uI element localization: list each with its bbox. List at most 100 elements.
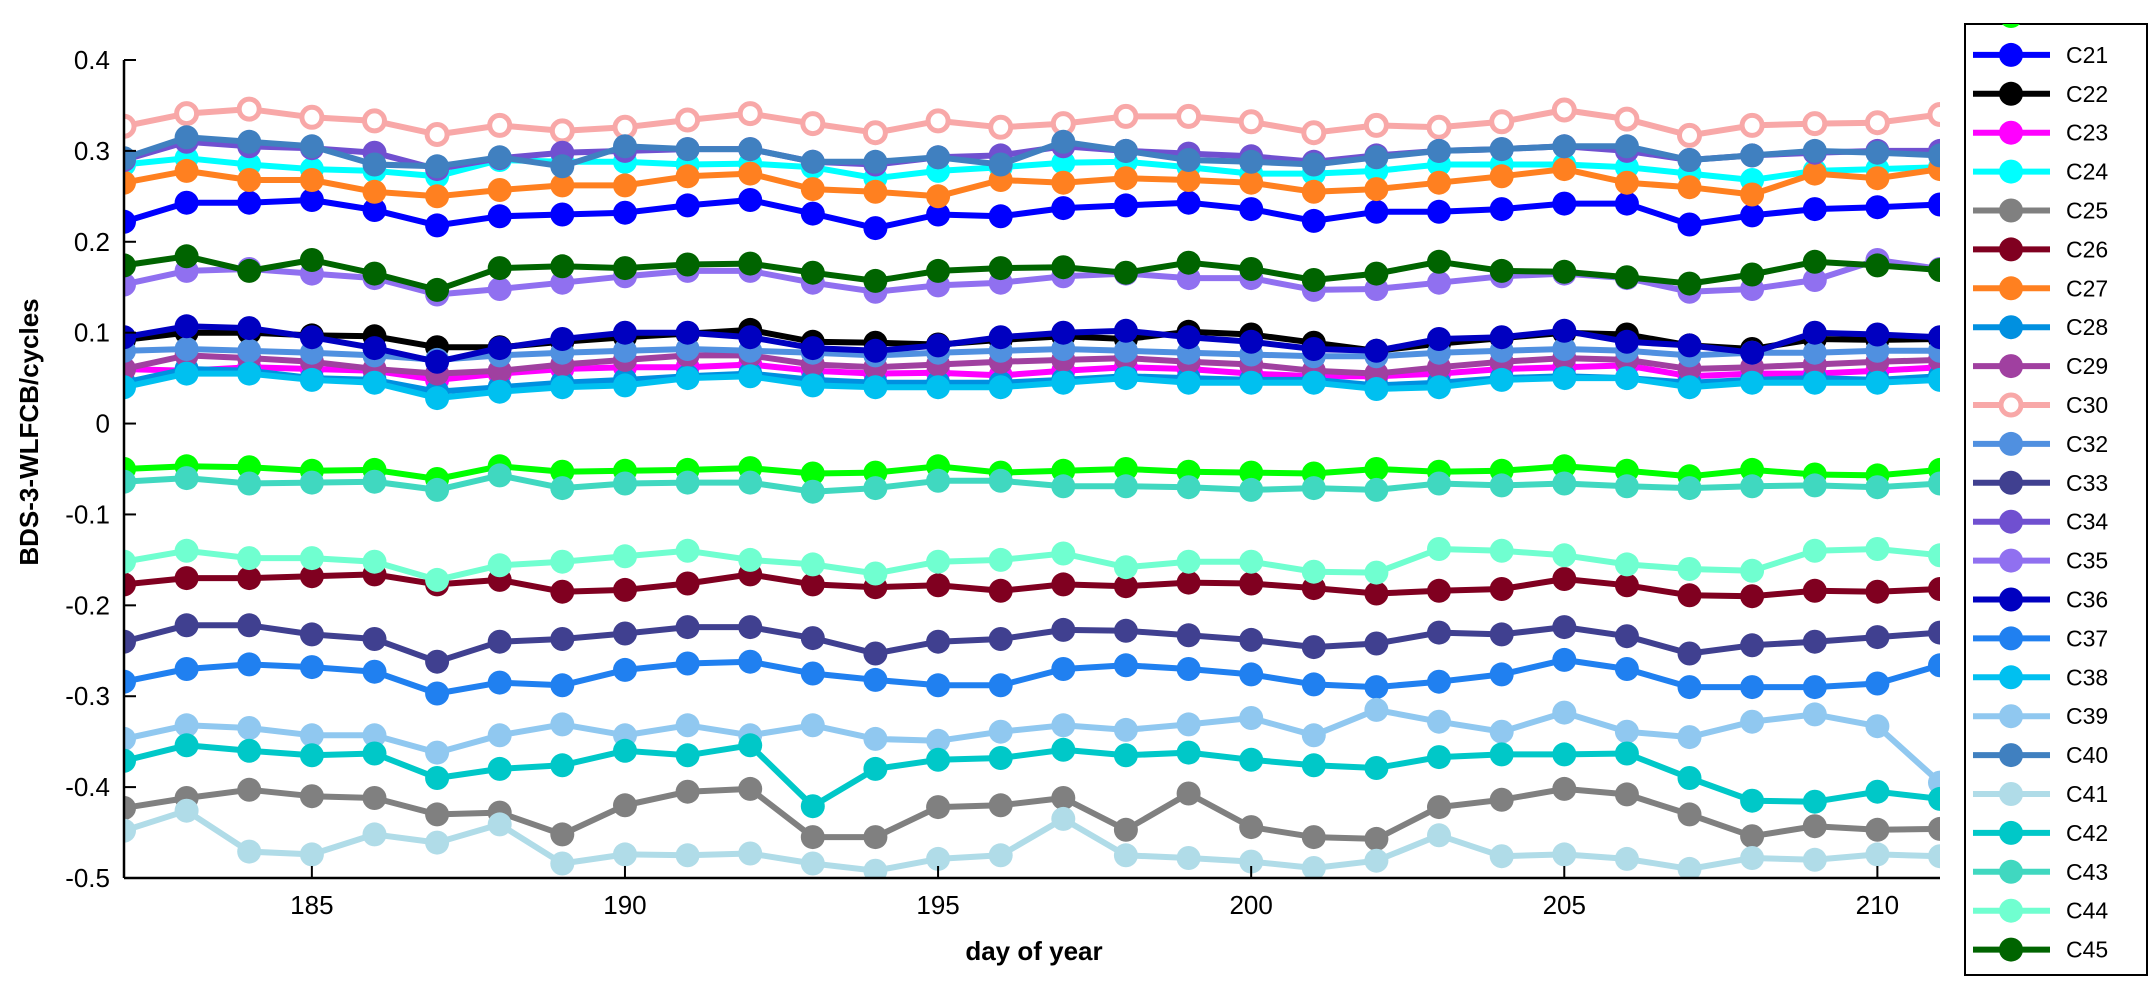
legend: C20 C21 C22 C23 C24 C25 C26 C27 C28 C29 C30 C32 C33 C…	[1964, 23, 2148, 976]
data-point-c37	[1176, 657, 1201, 681]
data-point-c36	[738, 325, 763, 350]
data-point-c25	[362, 786, 387, 810]
data-point-c36	[1113, 318, 1138, 343]
data-point-c39	[425, 740, 450, 765]
data-point-c39	[487, 723, 512, 748]
data-point-c42	[550, 753, 575, 778]
data-point-c37	[237, 652, 262, 677]
data-point-c30	[1802, 111, 1828, 137]
data-point-c21	[299, 188, 324, 212]
legend-item-c44: C44	[1973, 898, 2108, 924]
legend-label: C33	[2066, 470, 2108, 496]
data-point-c26	[988, 578, 1013, 603]
data-point-c45	[988, 256, 1013, 281]
data-point-c44	[237, 546, 262, 571]
data-point-c42	[1802, 789, 1827, 814]
data-point-c38	[1928, 367, 1940, 392]
data-point-c37	[1364, 675, 1389, 700]
data-point-c25	[863, 825, 888, 850]
data-point-c41	[926, 846, 951, 871]
data-point-c45	[675, 252, 700, 277]
data-point-c43	[1364, 477, 1389, 502]
data-point-c33	[174, 613, 199, 638]
data-point-c37	[362, 659, 387, 684]
legend-label: C25	[2066, 198, 2108, 224]
data-point-c36	[1427, 327, 1451, 351]
data-point-c42	[800, 794, 825, 819]
data-point-c21	[124, 209, 136, 234]
data-point-c30	[800, 111, 826, 137]
data-point-c20	[550, 459, 575, 484]
data-point-c27	[926, 184, 951, 209]
data-point-c26	[926, 573, 951, 598]
data-point-c42	[124, 748, 136, 773]
data-point-c41	[1364, 848, 1389, 873]
legend-item-c20: C20	[2002, 24, 2108, 29]
data-point-c41	[1802, 847, 1827, 872]
data-point-c38	[1427, 375, 1451, 400]
data-point-c45	[613, 256, 637, 281]
data-point-c27	[1677, 175, 1702, 200]
data-point-c41	[1928, 844, 1940, 869]
data-point-c43	[362, 469, 387, 494]
data-point-c45	[237, 258, 262, 283]
legend-swatch-marker	[1999, 237, 2023, 262]
data-point-c42	[425, 766, 450, 790]
data-point-c45	[299, 248, 324, 272]
legend-swatch-marker	[1998, 392, 2024, 418]
y-tick-label: 0.4	[74, 45, 110, 75]
data-point-c40	[124, 146, 136, 171]
data-point-c45	[124, 253, 136, 278]
data-point-c43	[1677, 476, 1702, 501]
data-point-c40	[1865, 140, 1890, 165]
data-point-c25	[1427, 795, 1451, 820]
data-point-c44	[550, 549, 575, 574]
data-point-c25	[1113, 817, 1138, 842]
data-point-c45	[1802, 249, 1827, 274]
data-point-c36	[675, 320, 700, 345]
data-point-c27	[362, 179, 387, 204]
data-point-c43	[1802, 473, 1827, 498]
data-point-c37	[1552, 647, 1577, 672]
data-point-c30	[1739, 112, 1765, 138]
data-point-c43	[800, 479, 825, 504]
data-point-c40	[1301, 152, 1326, 177]
data-point-c36	[613, 320, 637, 345]
data-point-c41	[1176, 846, 1201, 870]
data-point-c27	[1802, 161, 1827, 186]
data-point-c36	[1176, 325, 1201, 350]
legend-swatch-marker	[1999, 81, 2023, 106]
data-point-c39	[299, 723, 324, 748]
data-point-c27	[237, 168, 262, 192]
data-point-c33	[362, 627, 387, 651]
series-c36	[124, 314, 1940, 374]
data-point-c40	[1427, 138, 1451, 163]
data-point-c42	[1176, 740, 1201, 765]
legend-swatch-marker	[1999, 859, 2023, 884]
data-point-c21	[1301, 208, 1326, 233]
legend-item-c24: C24	[1973, 159, 2108, 185]
data-point-c21	[425, 213, 450, 238]
data-point-c38	[1865, 370, 1890, 395]
x-tick-label: 195	[916, 890, 959, 920]
data-point-c44	[1176, 549, 1201, 574]
data-point-c40	[613, 134, 637, 159]
data-point-c36	[124, 325, 136, 350]
data-point-c21	[1176, 190, 1201, 215]
data-point-c25	[1614, 782, 1639, 807]
data-point-c43	[1614, 474, 1639, 499]
series-c43	[124, 463, 1940, 504]
data-point-c37	[738, 649, 763, 674]
legend-label: C24	[2066, 159, 2108, 185]
data-point-c40	[1239, 149, 1264, 174]
legend-swatch-marker	[1999, 431, 2023, 456]
data-point-c38	[1614, 366, 1639, 391]
data-point-c43	[863, 476, 888, 501]
data-point-c41	[1113, 843, 1138, 868]
data-point-c30	[1238, 109, 1264, 135]
legend-item-c34: C34	[1973, 509, 2108, 535]
data-point-c26	[550, 579, 575, 604]
data-point-c36	[425, 349, 450, 374]
data-point-c44	[1364, 560, 1389, 585]
data-point-c24	[1051, 150, 1076, 175]
